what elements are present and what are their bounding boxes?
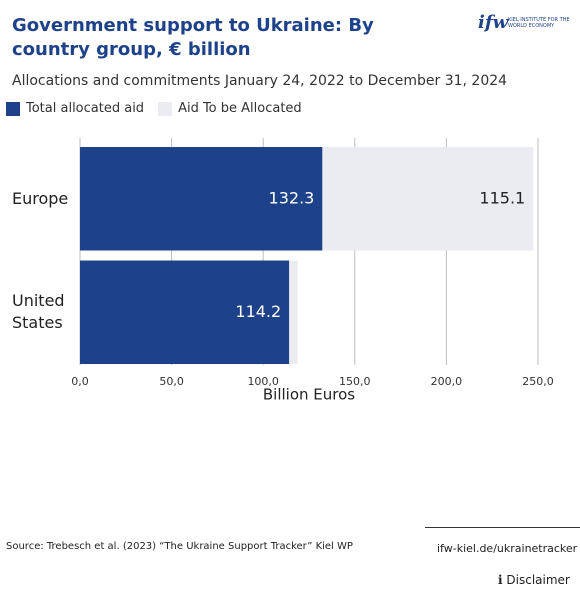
disclaimer-text[interactable]: Disclaimer (506, 573, 570, 587)
bar (289, 260, 298, 364)
x-tick-label: 100,0 (247, 375, 279, 388)
legend-item: Total allocated aid (6, 101, 144, 116)
chart-subtitle: Allocations and commitments January 24, … (12, 73, 508, 89)
link[interactable]: ifw-kiel.de/ukrainetracker (437, 542, 578, 555)
x-tick-label: 50,0 (159, 375, 184, 388)
bar (80, 260, 290, 364)
data-label: 114.2 (235, 302, 281, 321)
data-label: 115.1 (479, 188, 525, 207)
legend-item: Aid To be Allocated (158, 101, 302, 116)
logo-text: KIEL INSTITUTE FOR THE WORLD ECONOMY (508, 17, 570, 29)
logo-mark: ifw (478, 12, 509, 33)
x-axis-label: Billion Euros (263, 386, 355, 404)
x-tick-label: 200,0 (431, 375, 463, 388)
legend-label: Aid To be Allocated (178, 101, 302, 116)
legend: Total allocated aid Aid To be Allocated (6, 101, 302, 116)
category-label: Europe (12, 188, 69, 208)
legend-label: Total allocated aid (26, 101, 145, 116)
x-tick-label: 250,0 (522, 375, 554, 388)
legend-swatch (158, 101, 173, 116)
source: Source: Trebesch et al. (2023) “The Ukra… (6, 541, 353, 552)
x-tick-label: 150,0 (339, 375, 371, 388)
bar (322, 147, 534, 251)
disclaimer[interactable]: i Disclaimer (498, 573, 570, 587)
bar (80, 147, 323, 251)
x-tick-label: 0,0 (71, 375, 89, 388)
legend-swatch (6, 101, 20, 116)
chart-title: Government support to Ukraine: By countr… (12, 15, 374, 60)
divider (425, 527, 580, 528)
category-label: United States (12, 291, 65, 333)
data-label: 132.3 (269, 188, 315, 207)
